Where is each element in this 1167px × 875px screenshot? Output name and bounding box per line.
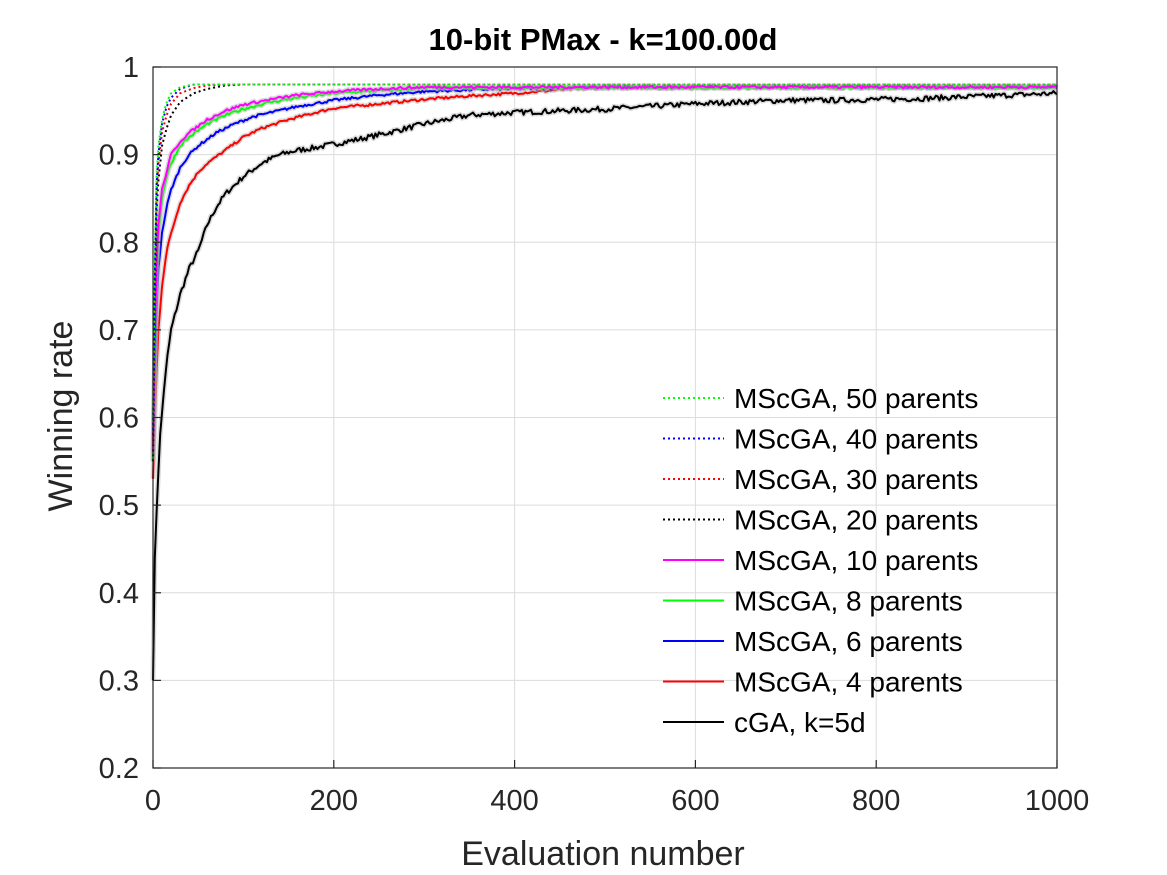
x-tick-label: 1000 xyxy=(1025,785,1090,817)
legend-label: MScGA, 50 parents xyxy=(734,383,978,414)
x-axis-label: Evaluation number xyxy=(461,835,745,873)
y-tick-label: 0.2 xyxy=(99,753,139,785)
y-tick-label: 0.5 xyxy=(99,490,139,522)
x-tick-label: 400 xyxy=(490,785,538,817)
y-tick-label: 0.3 xyxy=(99,665,139,697)
y-tick-label: 0.6 xyxy=(99,403,139,435)
legend-label: cGA, k=5d xyxy=(734,707,866,738)
series-line xyxy=(152,90,1058,681)
legend-label: MScGA, 4 parents xyxy=(734,667,963,698)
legend: MScGA, 50 parents MScGA, 40 parents MScGA,… xyxy=(663,383,978,738)
legend-label: MScGA, 30 parents xyxy=(734,464,978,495)
x-tick-label: 0 xyxy=(145,785,161,817)
series-line xyxy=(152,84,1058,453)
y-tick-label: 0.4 xyxy=(99,578,139,610)
series-line xyxy=(152,83,1057,418)
legend-label: MScGA, 40 parents xyxy=(734,424,978,455)
legend-label: MScGA, 10 parents xyxy=(734,545,978,576)
legend-label: MScGA, 6 parents xyxy=(734,626,963,657)
y-axis-label: Winning rate xyxy=(42,321,80,512)
legend-label: MScGA, 20 parents xyxy=(734,505,978,536)
y-tick-label: 0.7 xyxy=(99,315,139,347)
y-tick-label: 1 xyxy=(123,52,139,84)
series-layer xyxy=(150,83,1059,681)
chart-title: 10-bit PMax - k=100.00d xyxy=(429,22,778,57)
ticks: 0 200 400 600 800 1000 0.2 0.3 0.4 0.5 0.6 0.7 0.8 0.… xyxy=(99,52,1090,817)
y-tick-label: 0.9 xyxy=(99,140,139,172)
x-tick-label: 800 xyxy=(852,785,900,817)
legend-label: MScGA, 8 parents xyxy=(734,586,963,617)
x-tick-label: 600 xyxy=(671,785,719,817)
x-tick-label: 200 xyxy=(310,785,358,817)
y-tick-label: 0.8 xyxy=(99,227,139,259)
